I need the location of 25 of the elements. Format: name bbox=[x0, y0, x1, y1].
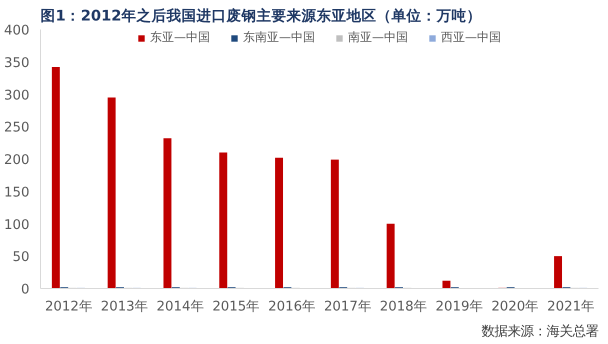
y-tick-label: 50 bbox=[12, 250, 30, 266]
legend-label: 西亚—中国 bbox=[441, 29, 501, 46]
source-note: 数据来源：海关总署 bbox=[482, 324, 598, 340]
y-tick-label: 200 bbox=[4, 153, 30, 168]
x-tick-label: 2012年 bbox=[44, 300, 92, 314]
x-tick-label: 2013年 bbox=[100, 300, 148, 314]
legend-label: 东亚—中国 bbox=[150, 29, 210, 46]
x-tick-label: 2020年 bbox=[491, 300, 538, 314]
x-tick-label: 2016年 bbox=[268, 300, 316, 314]
chart-title: 图1：2012年之后我国进口废钢主要来源东亚地区（单位：万吨） bbox=[40, 6, 482, 24]
y-tick-label: 300 bbox=[4, 88, 30, 104]
y-tick-label: 0 bbox=[21, 282, 30, 298]
y-tick-label: 400 bbox=[4, 24, 30, 38]
legend-label: 南亚—中国 bbox=[348, 29, 408, 46]
x-tick-label: 2021年 bbox=[547, 300, 594, 314]
x-tick-label: 2017年 bbox=[324, 300, 371, 314]
y-tick-label: 250 bbox=[4, 120, 30, 136]
legend-label: 东南亚—中国 bbox=[243, 29, 315, 46]
x-tick-label: 2014年 bbox=[156, 300, 204, 314]
y-tick-label: 100 bbox=[4, 218, 30, 233]
y-tick-label: 150 bbox=[4, 185, 30, 200]
x-tick-label: 2019年 bbox=[436, 300, 482, 314]
x-tick-label: 2015年 bbox=[212, 300, 260, 314]
x-tick-label: 2018年 bbox=[380, 300, 427, 314]
y-tick-label: 350 bbox=[4, 56, 30, 71]
